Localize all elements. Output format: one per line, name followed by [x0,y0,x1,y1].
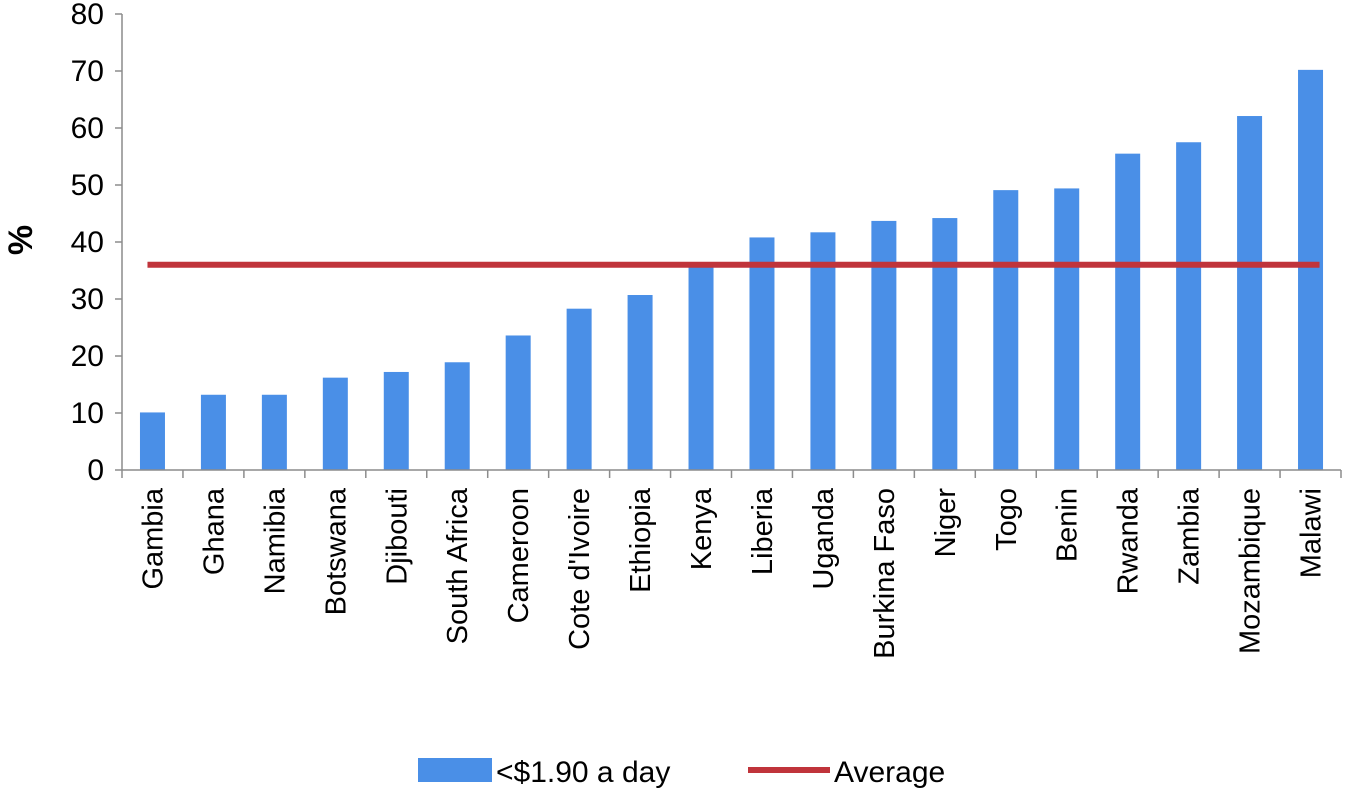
bar [444,362,470,470]
y-axis: 0 10 20 30 40 50 60 70 80 [71,0,123,487]
y-tick-label: 60 [71,112,104,145]
y-axis-label: % [2,225,40,255]
bar [1115,153,1141,470]
bar [627,295,653,470]
y-tick-label: 50 [71,169,104,202]
x-tick-label: Kenya [686,487,718,570]
y-tick-label: 70 [71,55,104,88]
bar [871,220,897,470]
x-tick-label: Togo [991,488,1023,551]
x-tick-label: Zambia [1174,487,1206,585]
x-tick-label: Ethiopia [625,487,657,593]
x-tick-label: Mozambique [1235,488,1267,654]
bar [932,218,958,470]
y-tick-label: 80 [71,0,104,31]
x-tick-label: Benin [1052,488,1084,562]
x-tick-label: South Africa [442,487,474,644]
legend-line-label: Average [834,756,945,789]
x-tick-label: Ghana [198,487,230,575]
x-tick-label: Djibouti [381,488,413,585]
bar [1298,69,1324,471]
x-tick-label: Niger [930,488,962,558]
x-tick-label: Liberia [747,487,779,575]
x-tick-label: Rwanda [1113,487,1145,594]
x-tick-label: Namibia [259,487,291,594]
x-tick-label: Botswana [320,487,352,615]
legend-bar-label: <$1.90 a day [496,756,670,789]
bar [1054,188,1080,471]
legend-bar-swatch [418,758,492,782]
bar [749,237,775,470]
y-tick-label: 40 [71,226,104,259]
bar [688,264,714,470]
y-tick-label: 0 [87,454,104,487]
bar [322,377,348,470]
x-tick-label: Malawi [1296,488,1328,578]
y-tick-label: 30 [71,283,104,316]
bar [566,308,592,470]
x-tick-label: Burkina Faso [869,488,901,659]
x-axis: Gambia Ghana Namibia Botswana Djibouti South … [121,469,1342,659]
x-tick-label: Gambia [137,487,169,589]
bar [1237,116,1263,470]
bar [139,412,165,470]
bar [810,232,836,470]
y-tick-label: 20 [71,340,104,373]
y-tick-label: 10 [71,397,104,430]
bar [993,190,1019,470]
x-tick-label: Cameroon [503,488,535,623]
bar [1176,142,1202,470]
bar [200,394,226,470]
x-tick-label: Cote d'Ivoire [564,488,596,650]
bar-series [139,69,1324,471]
legend: <$1.90 a day Average [418,756,945,789]
bar [505,335,531,470]
bar [261,394,287,470]
bar [383,371,409,470]
x-tick-label: Uganda [808,487,840,589]
